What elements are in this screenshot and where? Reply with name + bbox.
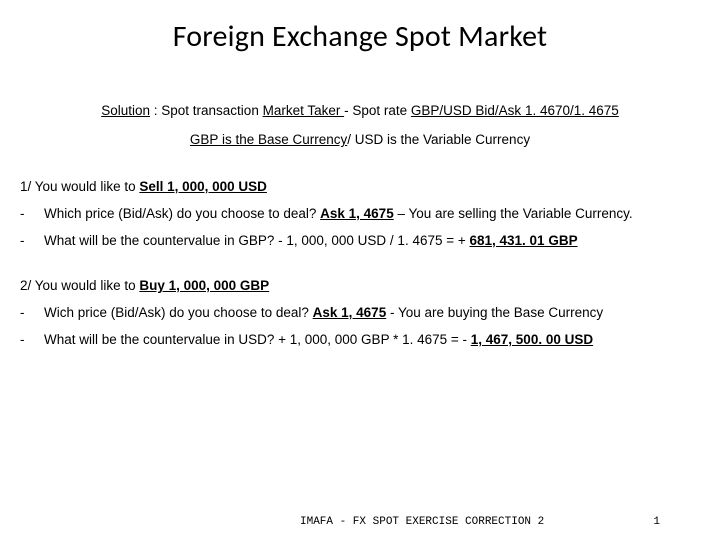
section1-b1-a: Ask 1, 4675 [320,206,394,221]
section2-action: Buy 1, 000, 000 GBP [139,278,269,293]
section1-b1-text: Which price (Bid/Ask) do you choose to d… [44,206,633,221]
section2-bullet2: - What will be the countervalue in USD? … [20,332,680,347]
section2-b1-q: Wich price (Bid/Ask) do you choose to de… [44,305,313,320]
section1-b1-rest: – You are selling the Variable Currency. [394,206,633,221]
section2-bullet1: - Wich price (Bid/Ask) do you choose to … [20,305,680,320]
solution-text2: - Spot rate [344,103,411,118]
section1-b2-a: 681, 431. 01 GBP [470,233,578,248]
section2-prefix: 2/ You would like to [20,278,139,293]
variable-currency: / USD is the Variable Currency [347,132,530,147]
solution-line: Solution : Spot transaction Market Taker… [40,103,680,118]
footer-text: IMAFA - FX SPOT EXERCISE CORRECTION 2 [300,516,544,528]
section1-bullet2: - What will be the countervalue in GBP? … [20,233,680,248]
section1-b1-q: Which price (Bid/Ask) do you choose to d… [44,206,320,221]
section1-b2-q: What will be the countervalue in GBP? - … [44,233,470,248]
section2-b2-q: What will be the countervalue in USD? + … [44,332,471,347]
section2-head: 2/ You would like to Buy 1, 000, 000 GBP [20,278,680,293]
section1-prefix: 1/ You would like to [20,179,139,194]
base-currency: GBP is the Base Currency [190,132,347,147]
section2-b2-text: What will be the countervalue in USD? + … [44,332,593,347]
section2-b1-a: Ask 1, 4675 [313,305,387,320]
section2-b1-rest: - You are buying the Base Currency [386,305,603,320]
pair-quote: GBP/USD Bid/Ask 1. 4670/1. 4675 [411,103,619,118]
section2-b1-text: Wich price (Bid/Ask) do you choose to de… [44,305,603,320]
section1-head: 1/ You would like to Sell 1, 000, 000 US… [20,179,680,194]
currency-line: GBP is the Base Currency/ USD is the Var… [40,132,680,147]
dash-icon: - [20,233,44,248]
section1-action: Sell 1, 000, 000 USD [139,179,267,194]
slide-title: Foreign Exchange Spot Market [40,18,680,55]
section2-b2-a: 1, 467, 500. 00 USD [471,332,593,347]
section1-bullet1: - Which price (Bid/Ask) do you choose to… [20,206,680,221]
dash-icon: - [20,332,44,347]
market-taker: Market Taker [263,103,345,118]
footer-page: 1 [653,516,660,528]
section1-b2-text: What will be the countervalue in GBP? - … [44,233,578,248]
solution-text1: : Spot transaction [150,103,263,118]
dash-icon: - [20,206,44,221]
solution-label: Solution [101,103,150,118]
dash-icon: - [20,305,44,320]
